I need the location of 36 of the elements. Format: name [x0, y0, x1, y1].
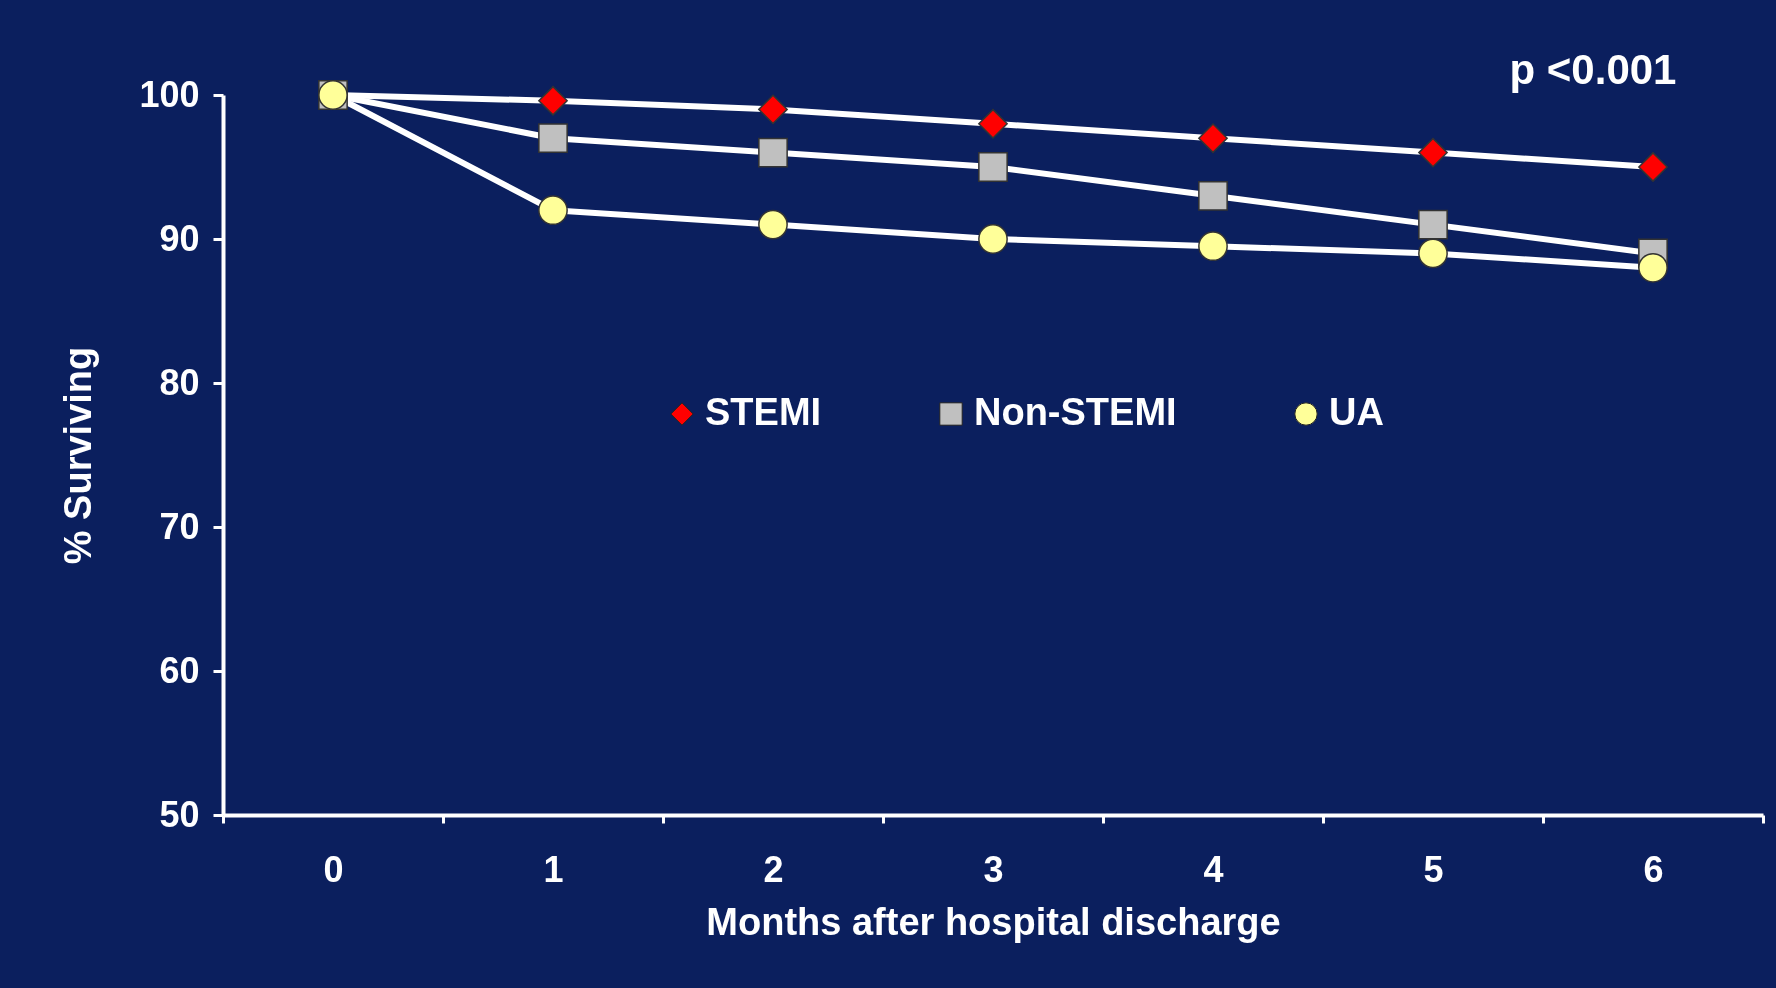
y-tick-label: 80: [159, 361, 200, 403]
y-tick-label: 60: [159, 649, 200, 691]
legend-label: STEMI: [705, 391, 822, 433]
point: [978, 108, 1008, 139]
legend-label: UA: [1329, 391, 1384, 433]
point: [538, 195, 568, 226]
x-tick-label: 0: [323, 848, 344, 890]
y-tick-label: 50: [159, 793, 200, 835]
point: [1198, 123, 1228, 154]
point: [758, 94, 788, 125]
text: p <0.001: [1509, 46, 1677, 93]
legend-label: Non-STEMI: [974, 391, 1177, 433]
y-tick-label: 100: [139, 73, 200, 115]
point: [758, 209, 788, 240]
x-tick-label: 4: [1203, 848, 1224, 890]
x-axis-title: Months after hospital discharge: [706, 900, 1281, 943]
point: [538, 123, 568, 154]
point: [1418, 238, 1448, 269]
y-axis-title: % Surviving: [57, 346, 100, 565]
point: [538, 85, 568, 116]
x-tick-label: 5: [1423, 848, 1444, 890]
point: [978, 224, 1008, 254]
point: [1638, 152, 1668, 182]
point: [1418, 209, 1448, 240]
point: [1638, 252, 1668, 283]
point: [758, 137, 788, 168]
x-tick-label: 1: [543, 848, 564, 890]
y-tick-label: 70: [159, 505, 200, 547]
point: [978, 152, 1008, 182]
x-tick-label: 6: [1643, 848, 1664, 890]
point: [1198, 180, 1228, 211]
x-tick-label: 2: [763, 848, 784, 890]
point: [1198, 231, 1228, 262]
y-tick-label: 90: [159, 217, 200, 259]
point: [1418, 137, 1448, 168]
x-tick-label: 3: [983, 848, 1004, 890]
